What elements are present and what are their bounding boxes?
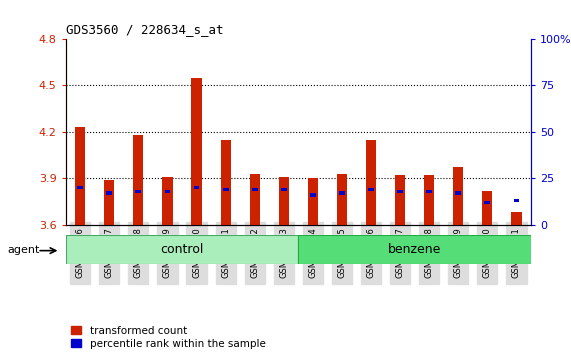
Text: agent: agent [7, 245, 40, 255]
Bar [513, 199, 520, 202]
Bar [424, 175, 435, 225]
Bar [512, 212, 521, 225]
Bar [337, 174, 347, 225]
Bar [298, 235, 531, 264]
Bar [395, 175, 405, 225]
Bar [310, 193, 316, 197]
Bar [104, 180, 114, 225]
Bar [223, 188, 228, 191]
Bar [77, 186, 83, 189]
Bar [75, 127, 85, 225]
Bar [427, 190, 432, 193]
Text: benzene: benzene [388, 243, 441, 256]
Bar [482, 191, 493, 225]
Bar [135, 190, 141, 193]
Bar [250, 174, 260, 225]
Bar [133, 135, 143, 225]
Bar [106, 192, 112, 195]
Bar [368, 188, 374, 191]
Bar [397, 190, 403, 193]
Bar [366, 139, 376, 225]
Text: GDS3560 / 228634_s_at: GDS3560 / 228634_s_at [66, 23, 223, 36]
Bar [484, 201, 490, 204]
Text: control: control [160, 243, 204, 256]
Bar [281, 188, 287, 191]
Bar [453, 167, 464, 225]
Bar [191, 78, 202, 225]
Bar [308, 178, 318, 225]
Bar [279, 177, 289, 225]
Bar [252, 188, 258, 191]
Bar [162, 177, 172, 225]
Bar [456, 192, 461, 195]
Bar [220, 139, 231, 225]
Legend: transformed count, percentile rank within the sample: transformed count, percentile rank withi… [71, 326, 266, 349]
Bar [194, 186, 199, 189]
Bar [66, 235, 298, 264]
Bar [339, 192, 345, 195]
Bar [164, 190, 170, 193]
